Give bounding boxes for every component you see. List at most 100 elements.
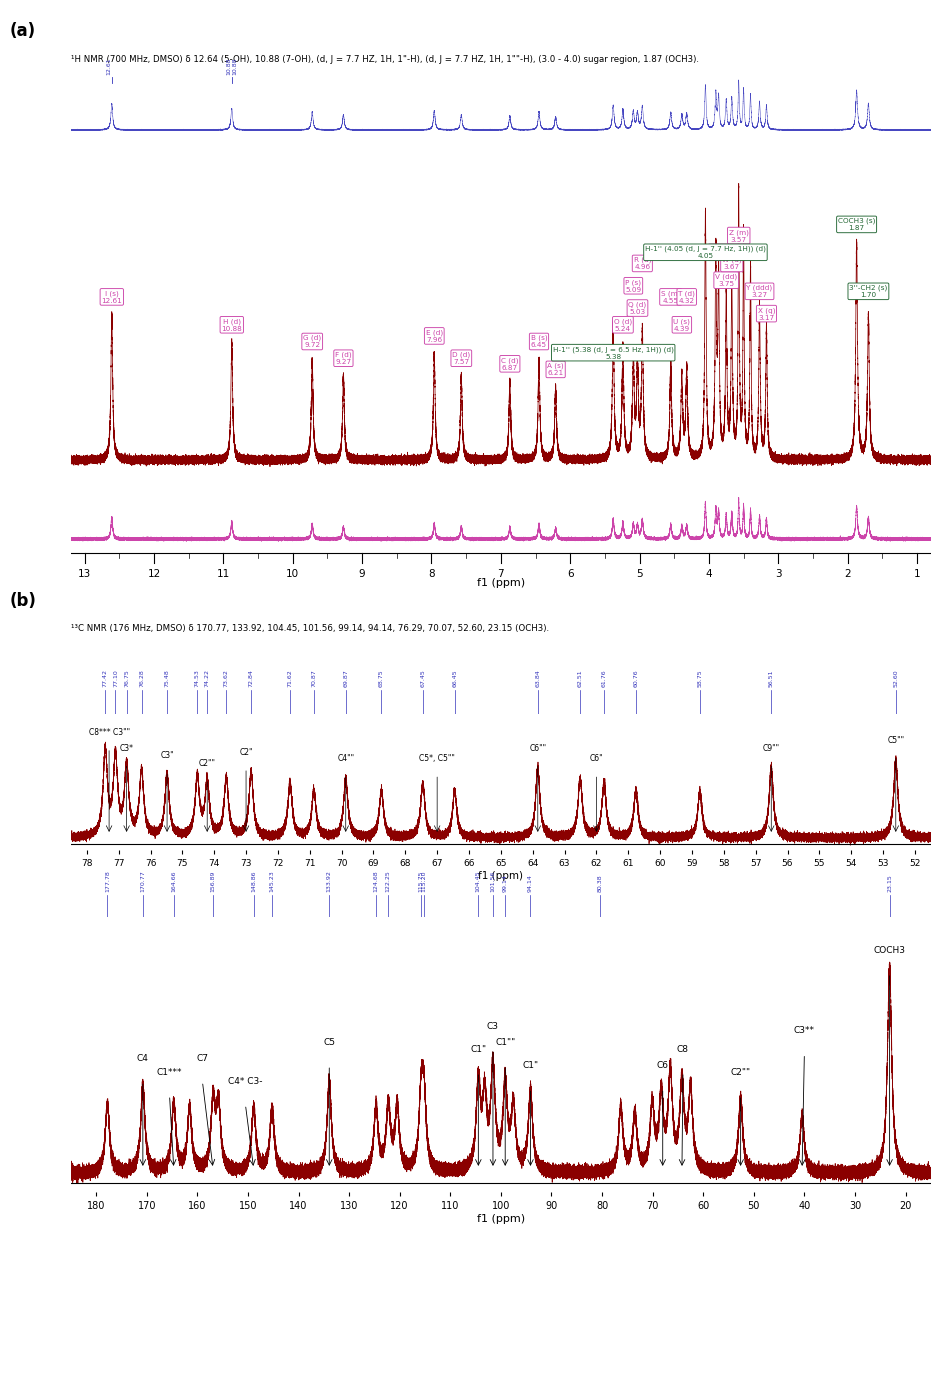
Text: ¹H NMR (700 MHz, DMSO) δ 12.64 (5-OH), 10.88 (7-OH), (d, J = 7.7 HZ, 1H, 1"-H), : ¹H NMR (700 MHz, DMSO) δ 12.64 (5-OH), 1… [71, 56, 699, 64]
Text: 115.75: 115.75 [418, 871, 423, 892]
Text: C5*, C5"": C5*, C5"" [419, 754, 455, 764]
Text: B (s)
6.45: B (s) 6.45 [531, 335, 547, 348]
X-axis label: f1 (ppm): f1 (ppm) [478, 871, 523, 881]
Text: 99.14: 99.14 [502, 874, 507, 892]
Text: 145.23: 145.23 [269, 870, 275, 892]
Text: 68.75: 68.75 [379, 669, 383, 687]
Text: 76.28: 76.28 [139, 669, 143, 687]
Text: Q (d)
5.03: Q (d) 5.03 [628, 301, 646, 315]
Text: 66.45: 66.45 [451, 669, 457, 687]
Text: 74.22: 74.22 [205, 669, 210, 687]
Text: 8: 8 [428, 569, 434, 580]
Text: C1": C1" [470, 1044, 486, 1054]
Text: 9: 9 [359, 569, 365, 580]
Text: 60.76: 60.76 [632, 669, 638, 687]
Text: 6: 6 [566, 569, 573, 580]
Text: 63.84: 63.84 [534, 669, 540, 687]
Text: H-1'' (4.05 (d, J = 7.7 Hz, 1H)) (d)
4.05: H-1'' (4.05 (d, J = 7.7 Hz, 1H)) (d) 4.0… [645, 245, 765, 259]
Text: C8*** C3"": C8*** C3"" [89, 728, 129, 737]
Text: Y (ddd)
3.27: Y (ddd) 3.27 [746, 284, 772, 298]
Text: H (d)
10.88: H (d) 10.88 [221, 318, 242, 332]
Text: T (d)
4.32: T (d) 4.32 [678, 290, 695, 304]
Text: 12: 12 [147, 569, 160, 580]
Text: 7: 7 [497, 569, 504, 580]
Text: 77.10: 77.10 [113, 669, 118, 687]
Text: C2": C2" [239, 749, 253, 757]
Text: C3*: C3* [120, 743, 133, 753]
Text: 94.14: 94.14 [528, 874, 532, 892]
Text: 124.68: 124.68 [373, 870, 379, 892]
Text: 101.56: 101.56 [490, 871, 495, 892]
Text: 122.25: 122.25 [385, 870, 391, 892]
Text: 148.86: 148.86 [251, 871, 256, 892]
Text: 5: 5 [635, 569, 642, 580]
Text: 177.78: 177.78 [105, 870, 110, 892]
Text: C1"": C1"" [495, 1037, 514, 1047]
Text: 170.77: 170.77 [141, 870, 145, 892]
Text: G (d)
9.72: G (d) 9.72 [303, 335, 321, 348]
Text: 10.88
10.88: 10.88 10.88 [227, 57, 237, 75]
Text: 56.51: 56.51 [767, 669, 773, 687]
Text: 73.62: 73.62 [224, 669, 228, 687]
Text: ¹³C NMR (176 MHz, DMSO) δ 170.77, 133.92, 104.45, 101.56, 99.14, 94.14, 76.29, 7: ¹³C NMR (176 MHz, DMSO) δ 170.77, 133.92… [71, 625, 548, 633]
Text: A (s)
6.21: A (s) 6.21 [547, 362, 564, 376]
Text: 104.45: 104.45 [476, 870, 480, 892]
Text: C (d)
6.87: C (d) 6.87 [500, 357, 518, 371]
Text: 61.76: 61.76 [601, 669, 606, 687]
Text: 115.20: 115.20 [421, 871, 426, 892]
Text: 3: 3 [774, 569, 781, 580]
Text: COCH3: COCH3 [872, 945, 904, 955]
Text: C4"": C4"" [337, 754, 354, 764]
Text: 74.53: 74.53 [194, 669, 199, 687]
Text: C1": C1" [522, 1061, 538, 1069]
Text: C3: C3 [486, 1022, 498, 1030]
Text: Z (m)
3.57: Z (m) 3.57 [728, 229, 748, 243]
Text: C3": C3" [160, 751, 174, 760]
Text: f1 (ppm): f1 (ppm) [477, 579, 524, 588]
Text: 80.38: 80.38 [597, 874, 602, 892]
Text: 1: 1 [913, 569, 919, 580]
Text: C9"": C9"" [762, 743, 779, 753]
Text: (a): (a) [9, 22, 36, 40]
Text: 75.48: 75.48 [164, 669, 169, 687]
Text: C6: C6 [656, 1061, 668, 1069]
Text: 11: 11 [216, 569, 229, 580]
Text: 52.60: 52.60 [892, 669, 898, 687]
Text: 71.62: 71.62 [287, 669, 293, 687]
Text: R (d)
4.96: R (d) 4.96 [632, 256, 650, 270]
Text: 70.87: 70.87 [312, 669, 316, 687]
Text: 69.87: 69.87 [343, 669, 348, 687]
Text: S (m)
4.55: S (m) 4.55 [660, 290, 680, 304]
Text: C3**: C3** [793, 1026, 814, 1036]
Text: 4: 4 [705, 569, 712, 580]
Text: 13: 13 [78, 569, 92, 580]
Text: N (d)
3.86: N (d) 3.86 [709, 245, 727, 259]
Text: (b): (b) [9, 592, 36, 609]
Text: C2"": C2"" [730, 1068, 750, 1076]
Text: C4: C4 [137, 1054, 148, 1062]
Text: 2: 2 [843, 569, 850, 580]
Text: H-1'' (5.38 (d, J = 6.5 Hz, 1H)) (d)
5.38: H-1'' (5.38 (d, J = 6.5 Hz, 1H)) (d) 5.3… [552, 346, 673, 360]
Text: C1***: C1*** [157, 1068, 182, 1076]
Text: C6"": C6"" [529, 743, 546, 753]
X-axis label: f1 (ppm): f1 (ppm) [477, 1214, 524, 1224]
Text: C8: C8 [676, 1044, 688, 1054]
Text: X (q)
3.17: X (q) 3.17 [757, 307, 774, 321]
Text: E (d)
7.96: E (d) 7.96 [425, 329, 443, 343]
Text: 58.75: 58.75 [697, 669, 701, 687]
Text: COCH3 (s)
1.87: COCH3 (s) 1.87 [837, 217, 874, 231]
Text: 77.42: 77.42 [103, 669, 108, 687]
Text: 133.92: 133.92 [327, 870, 331, 892]
Text: U (s)
4.39: U (s) 4.39 [673, 318, 689, 332]
Text: 164.66: 164.66 [171, 871, 177, 892]
Text: V (dd)
3.75: V (dd) 3.75 [715, 273, 736, 287]
Text: 72.84: 72.84 [248, 669, 253, 687]
Text: C7: C7 [196, 1054, 209, 1062]
Text: F (d)
9.27: F (d) 9.27 [335, 351, 351, 365]
Text: 3''-CH2 (s)
1.70: 3''-CH2 (s) 1.70 [849, 284, 886, 298]
Text: 76.75: 76.75 [124, 669, 129, 687]
Text: C6": C6" [589, 754, 602, 764]
Text: C5"": C5"" [886, 736, 903, 744]
Text: 23.15: 23.15 [886, 874, 891, 892]
Text: 62.51: 62.51 [577, 669, 582, 687]
